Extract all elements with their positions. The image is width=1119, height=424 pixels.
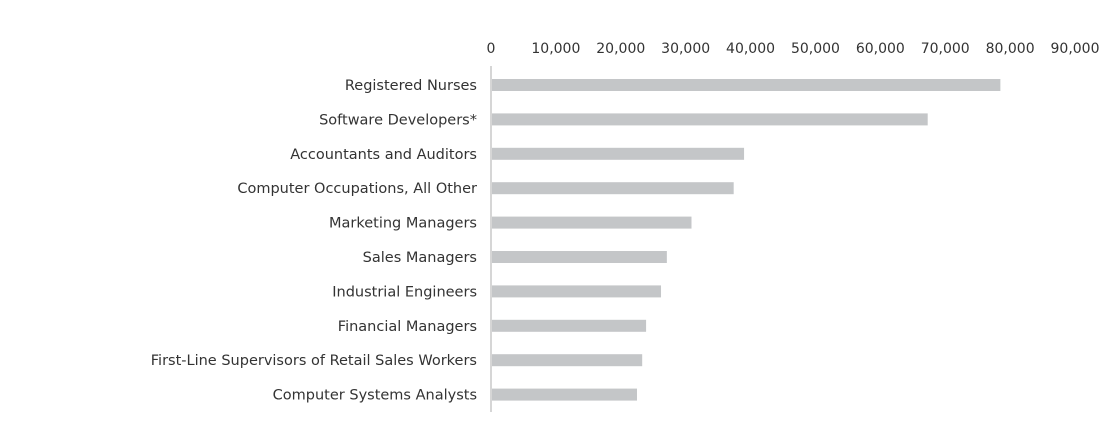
bar	[492, 113, 928, 126]
x-tick-label: 60,000	[856, 41, 905, 57]
category-label: Accountants and Auditors	[290, 147, 477, 163]
bar	[492, 216, 692, 229]
category-labels: Registered Nurses Software Developers* Acc…	[151, 78, 477, 404]
x-tick-label: 70,000	[921, 41, 970, 57]
category-label: Computer Occupations, All Other	[237, 181, 477, 197]
x-tick-label: 80,000	[986, 41, 1035, 57]
x-tick-label: 0	[487, 41, 496, 57]
category-label: First-Line Supervisors of Retail Sales W…	[151, 353, 477, 369]
x-tick-label: 90,000	[1051, 41, 1100, 57]
x-tick-label: 30,000	[661, 41, 710, 57]
bars	[492, 79, 1001, 401]
category-label: Sales Managers	[363, 250, 477, 266]
bar	[492, 182, 734, 195]
x-tick-label: 40,000	[726, 41, 775, 57]
x-tick-label: 50,000	[791, 41, 840, 57]
category-label: Computer Systems Analysts	[273, 388, 477, 404]
category-label: Registered Nurses	[345, 78, 477, 94]
x-axis-ticks: 0 10,000 20,000 30,000 40,000 50,000 60,000 70,…	[487, 41, 1100, 57]
bar	[492, 285, 662, 298]
category-label: Industrial Engineers	[332, 284, 477, 300]
x-tick-label: 20,000	[596, 41, 645, 57]
category-label: Financial Managers	[338, 319, 477, 335]
category-label: Software Developers*	[319, 112, 477, 128]
category-label: Marketing Managers	[329, 216, 477, 232]
bar	[492, 79, 1001, 91]
bar	[492, 388, 637, 401]
x-tick-label: 10,000	[531, 41, 580, 57]
bar	[492, 319, 647, 332]
bar	[492, 354, 643, 367]
bar	[492, 147, 745, 160]
bar	[492, 251, 667, 263]
